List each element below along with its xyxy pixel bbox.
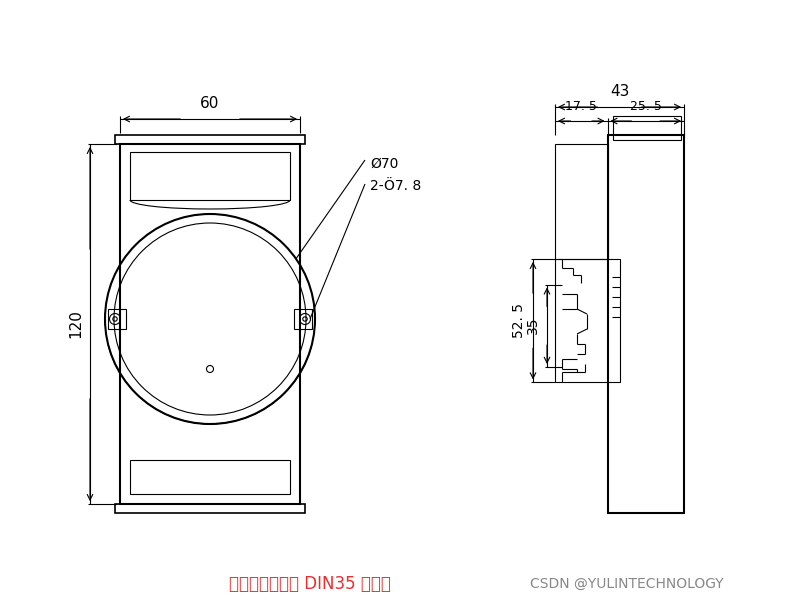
Text: 52. 5: 52. 5 [512, 303, 526, 338]
Bar [108, 309, 126, 329]
Bar [130, 152, 290, 200]
Text: CSDN @YULINTECHNOLOGY: CSDN @YULINTECHNOLOGY [530, 577, 723, 591]
Text: 2-Ö7. 8: 2-Ö7. 8 [370, 179, 421, 193]
Bar [608, 135, 684, 513]
Bar [294, 309, 312, 329]
Text: Ø70: Ø70 [370, 157, 399, 171]
Text: 25. 5: 25. 5 [630, 100, 662, 113]
Text: 可以安装在标准 DIN35 导轨上: 可以安装在标准 DIN35 导轨上 [229, 575, 391, 593]
Bar [555, 144, 608, 259]
Bar [555, 259, 620, 382]
Text: 43: 43 [610, 84, 629, 99]
Bar [115, 135, 305, 144]
Bar [612, 116, 681, 140]
Bar [120, 144, 300, 504]
Text: 60: 60 [200, 96, 220, 111]
Text: 120: 120 [68, 310, 83, 338]
Bar [130, 460, 290, 494]
Text: 17. 5: 17. 5 [565, 100, 597, 113]
Text: 35: 35 [526, 317, 540, 335]
Bar [115, 504, 305, 513]
